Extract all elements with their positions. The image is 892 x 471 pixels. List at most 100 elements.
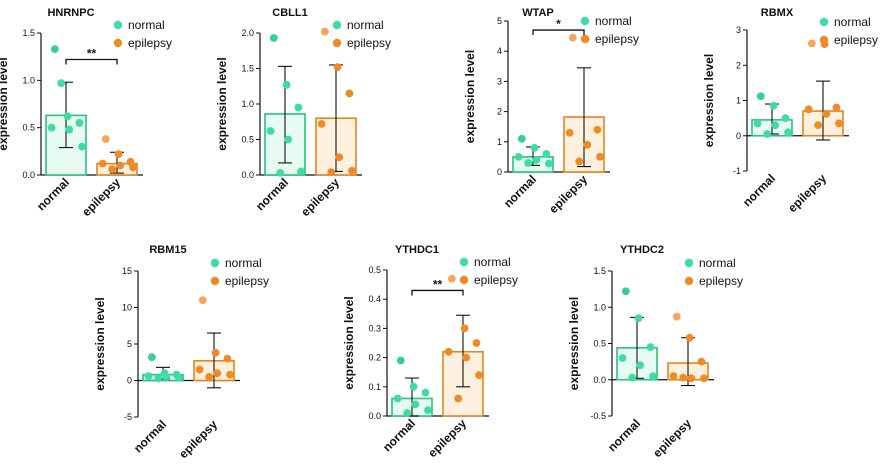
ythdc2-point-normal [618,354,627,362]
rbmx-point-epilepsy [835,119,843,128]
rbmx-point-epilepsy [807,39,816,48]
cbll1-point-epilepsy [327,168,336,177]
rbm15-point-epilepsy [223,354,232,363]
ythdc2-legend-marker-normal [684,258,694,268]
wtap-point-normal [530,143,539,152]
hnrnpc-point-epilepsy [116,161,125,170]
rbmx-legend-label-epilepsy: epilepsy [834,33,878,47]
rbm15-point-epilepsy [198,296,207,305]
rbmx-point-epilepsy [804,105,813,114]
cbll1-legend-marker-epilepsy [332,38,342,48]
wtap-y-tick-label: 4 [497,46,502,56]
rbm15-point-epilepsy [195,365,204,374]
rbm15-point-epilepsy [205,372,214,381]
wtap-legend-marker-epilepsy [580,34,590,44]
rbmx-y-tick-label: -1 [733,166,741,176]
ythdc1-y-tick-label: 0.3 [368,323,381,333]
cbll1-point-normal [282,80,291,89]
cbll1-panel: CBLL1 0.0 0.5 1.0 1.5 2.0 expression level norm… [215,7,391,219]
wtap-significance-label: * [556,17,561,31]
rbmx-point-epilepsy [832,103,841,112]
ythdc1-legend-label-normal: normal [474,255,511,269]
cbll1-point-epilepsy [317,119,326,128]
rbm15-point-epilepsy [226,370,234,379]
rbm15-y-tick-label: 0 [127,376,132,386]
rbm15-point-normal [154,374,163,383]
wtap-y-tick-label: 5 [497,16,502,26]
wtap-point-epilepsy [575,157,584,166]
ythdc1-point-epilepsy [475,371,483,380]
ythdc1-legend-marker-epilepsy [459,275,469,285]
rbm15-x-label-epilepsy: epilepsy [176,417,220,461]
cbll1-point-normal [276,168,285,177]
wtap-legend-label-normal: normal [595,14,632,28]
ythdc2-legend-label-normal: normal [699,256,736,270]
wtap-point-normal [514,153,523,161]
rbmx-x-label-normal: normal [740,171,778,209]
rbmx-x-label-epilepsy: epilepsy [785,171,829,215]
rbm15-legend-label-normal: normal [225,256,262,270]
ythdc2-title: YTHDC2 [620,244,664,256]
wtap-point-epilepsy [593,125,602,134]
ythdc2-x-label-epilepsy: epilepsy [650,416,694,460]
cbll1-point-epilepsy [320,27,329,36]
wtap-y-tick-label: 2 [497,107,502,117]
hnrnpc-y-axis-label: expression level [0,57,10,150]
hnrnpc-point-epilepsy [108,165,117,174]
ythdc2-point-epilepsy [697,357,706,366]
ythdc2-point-epilepsy [687,374,696,383]
rbm15-legend-marker-normal [210,258,220,268]
wtap-point-normal [542,149,551,158]
ythdc1-title: YTHDC1 [395,244,439,256]
cbll1-point-epilepsy [333,63,342,71]
wtap-point-epilepsy [568,33,577,42]
rbmx-point-normal [756,92,765,101]
wtap-point-normal [524,159,533,167]
cbll1-point-normal [294,103,303,112]
ythdc1-panel: YTHDC1 0.0 0.1 0.2 0.3 0.4 0.5 expression level… [342,244,518,460]
hnrnpc-y-tick-label: 1.5 [22,28,35,38]
cbll1-legend-marker-normal [332,20,342,30]
wtap-point-epilepsy [583,140,592,149]
rbm15-point-normal [162,372,171,381]
wtap-y-tick-label: 1 [497,137,502,147]
rbm15-y-tick-label: 10 [122,303,132,313]
hnrnpc-point-normal [75,119,84,127]
ythdc2-point-normal [634,314,643,323]
ythdc1-point-epilepsy [447,274,456,283]
wtap-point-epilepsy [565,128,574,137]
rbmx-point-epilepsy [822,109,831,118]
ythdc1-point-epilepsy [454,394,463,403]
ythdc1-y-axis-label: expression level [342,296,356,389]
hnrnpc-legend-marker-epilepsy [113,38,123,48]
ythdc1-x-label-normal: normal [380,416,418,454]
rbmx-point-epilepsy [814,121,823,130]
ythdc2-point-epilepsy [669,372,678,381]
ythdc1-point-normal [393,394,402,403]
wtap-point-epilepsy [596,153,604,161]
ythdc2-y-tick-label: 1.0 [593,302,606,312]
rbmx-legend-marker-normal [819,17,829,27]
ythdc1-point-epilepsy [460,324,469,333]
cbll1-point-normal [284,135,293,144]
hnrnpc-point-normal [78,142,86,151]
ythdc1-significance-label: ** [433,277,443,291]
wtap-point-normal [545,159,553,168]
ythdc1-point-normal [396,356,405,365]
cbll1-y-tick-label: 0.5 [241,135,254,145]
hnrnpc-x-label-normal: normal [34,175,72,213]
ythdc2-x-label-normal: normal [605,416,643,454]
cbll1-y-tick-label: 0.0 [241,170,254,180]
cbll1-legend-label-epilepsy: epilepsy [347,36,391,50]
hnrnpc-y-tick-label: 0.0 [22,170,35,180]
cbll1-y-tick-label: 1.5 [241,64,254,74]
cbll1-x-label-normal: normal [253,175,291,213]
hnrnpc-point-normal [57,79,66,88]
hnrnpc-x-label-epilepsy: epilepsy [79,175,123,219]
ythdc1-point-epilepsy [444,347,453,356]
hnrnpc-point-epilepsy [129,163,137,172]
ythdc1-y-tick-label: 0.2 [368,353,381,363]
rbmx-y-axis-label: expression level [702,54,716,147]
